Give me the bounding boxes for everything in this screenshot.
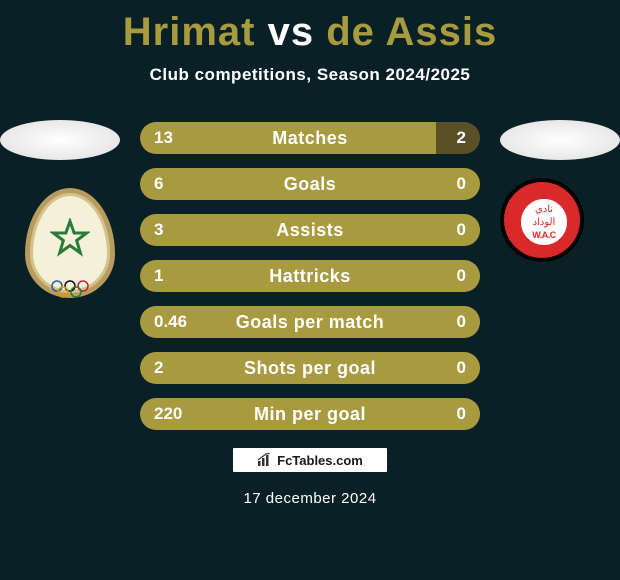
player2-club-crest: نادي الوداد W.A.C	[500, 178, 600, 298]
player2-name: de Assis	[326, 10, 497, 54]
star-icon	[50, 218, 90, 258]
branding-badge: FcTables.com	[231, 446, 389, 474]
stat-value-right: 0	[457, 306, 466, 338]
stat-bar: 20Shots per goal	[140, 352, 480, 384]
title-vs: vs	[268, 10, 315, 54]
stat-value-right: 0	[457, 260, 466, 292]
stat-value-right: 2	[457, 122, 466, 154]
stat-value-left: 3	[154, 214, 163, 246]
stat-fill-left	[140, 352, 480, 384]
round-badge-icon: نادي الوداد W.A.C	[500, 178, 584, 262]
stat-value-left: 6	[154, 168, 163, 200]
stat-value-left: 220	[154, 398, 182, 430]
stat-value-right: 0	[457, 168, 466, 200]
stat-fill-left	[140, 398, 480, 430]
stat-fill-left	[140, 260, 480, 292]
stat-value-left: 0.46	[154, 306, 187, 338]
player2-photo-placeholder	[500, 120, 620, 160]
stat-fill-left	[140, 214, 480, 246]
stat-bar: 132Matches	[140, 122, 480, 154]
badge-arabic-top: نادي	[535, 204, 553, 215]
branding-text: FcTables.com	[277, 453, 363, 468]
player1-name: Hrimat	[123, 10, 256, 54]
stat-fill-left	[140, 306, 480, 338]
comparison-date: 17 december 2024	[0, 490, 620, 507]
stat-fill-left	[140, 122, 436, 154]
stat-value-left: 13	[154, 122, 173, 154]
badge-arabic-bottom: الوداد	[533, 217, 556, 228]
player1-photo-placeholder	[0, 120, 120, 160]
stat-value-right: 0	[457, 214, 466, 246]
player1-club-crest	[20, 180, 120, 300]
subtitle: Club competitions, Season 2024/2025	[0, 65, 620, 85]
stat-bar: 2200Min per goal	[140, 398, 480, 430]
shield-crest-icon	[20, 180, 120, 310]
comparison-title: Hrimat vs de Assis	[0, 0, 620, 55]
stat-value-left: 1	[154, 260, 163, 292]
stat-bar: 10Hattricks	[140, 260, 480, 292]
stat-fill-left	[140, 168, 480, 200]
stat-bar: 30Assists	[140, 214, 480, 246]
rings-icon	[48, 280, 92, 298]
badge-text: W.A.C	[532, 230, 556, 240]
stat-value-left: 2	[154, 352, 163, 384]
stats-bars: 132Matches60Goals30Assists10Hattricks0.4…	[140, 122, 480, 430]
stat-value-right: 0	[457, 398, 466, 430]
bar-chart-icon	[257, 453, 273, 467]
stat-bar: 60Goals	[140, 168, 480, 200]
stat-bar: 0.460Goals per match	[140, 306, 480, 338]
stat-value-right: 0	[457, 352, 466, 384]
